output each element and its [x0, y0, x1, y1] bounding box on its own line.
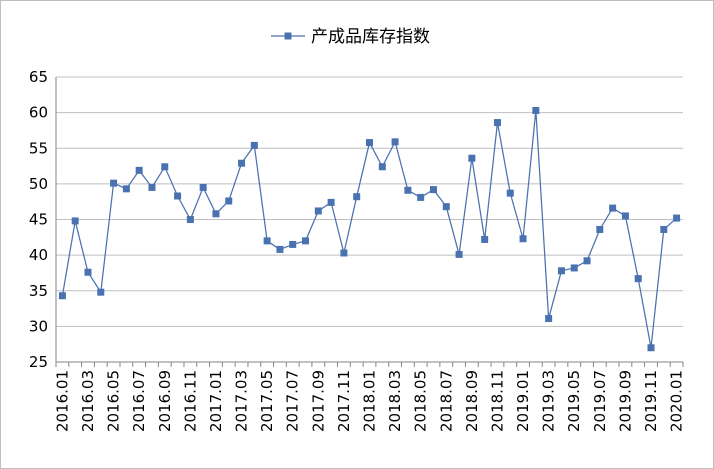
data-point [289, 240, 297, 248]
data-point [404, 186, 412, 194]
data-point [263, 237, 271, 245]
x-tick-label: 2018.11 [488, 370, 506, 432]
data-point [506, 189, 514, 197]
x-tick-label: 2016.01 [53, 370, 71, 432]
x-tick-label: 2020.01 [668, 370, 686, 432]
data-point [442, 203, 450, 211]
y-tick-label: 50 [29, 175, 48, 193]
x-tick-label: 2016.03 [79, 370, 97, 432]
data-point [340, 249, 348, 257]
x-tick-label: 2017.07 [284, 370, 302, 432]
legend-label: 产成品库存指数 [311, 27, 430, 47]
data-point [238, 159, 246, 167]
data-point [212, 210, 220, 218]
data-point [186, 216, 194, 223]
y-tick-label: 25 [29, 353, 48, 371]
data-point [455, 250, 463, 258]
data-point [199, 183, 207, 191]
data-point [429, 186, 437, 194]
y-tick-label: 30 [29, 317, 48, 335]
data-point [609, 204, 617, 212]
data-point [557, 267, 565, 275]
data-point [570, 264, 578, 272]
y-tick-label: 55 [29, 139, 48, 157]
data-point [110, 179, 118, 187]
x-tick-label: 2019.09 [616, 370, 634, 432]
x-tick-label: 2017.05 [258, 370, 276, 432]
data-point [596, 225, 604, 233]
x-tick-label: 2017.09 [309, 370, 327, 432]
y-tick-label: 40 [29, 246, 48, 264]
data-point [97, 288, 105, 296]
data-point [250, 141, 258, 149]
data-point [532, 106, 540, 114]
x-tick-label: 2018.01 [361, 370, 379, 432]
data-point [225, 197, 233, 205]
data-point [660, 225, 668, 233]
x-tick-label: 2017.01 [207, 370, 225, 432]
data-point [378, 163, 386, 171]
x-tick-label: 2019.05 [565, 370, 583, 432]
x-tick-label: 2016.11 [181, 370, 199, 432]
data-point [161, 163, 169, 171]
x-tick-label: 2018.05 [412, 370, 430, 432]
series-line [61, 110, 678, 348]
x-tick-label: 2019.11 [642, 370, 660, 432]
x-tick-label: 2018.03 [386, 370, 404, 432]
data-point [481, 235, 489, 243]
data-point [327, 198, 335, 206]
x-tick-label: 2016.05 [105, 370, 123, 432]
data-point [302, 237, 310, 245]
data-point [84, 268, 92, 276]
data-point [276, 245, 284, 253]
data-point [366, 139, 373, 147]
data-point [71, 217, 79, 225]
data-point [417, 193, 425, 201]
data-point [391, 138, 399, 146]
x-tick-label: 2019.03 [540, 370, 558, 432]
data-point [353, 193, 361, 201]
x-tick-label: 2016.09 [156, 370, 174, 432]
legend-marker [284, 32, 292, 40]
y-tick-label: 45 [29, 211, 48, 229]
data-point [647, 344, 655, 352]
x-tick-label: 2018.09 [463, 370, 481, 432]
data-point [174, 192, 182, 200]
data-point [545, 315, 553, 323]
y-tick-label: 65 [29, 68, 48, 86]
data-point [314, 207, 322, 215]
x-tick-label: 2017.11 [335, 370, 353, 432]
data-point [135, 166, 143, 174]
x-tick-label: 2018.07 [437, 370, 455, 432]
y-tick-label: 60 [29, 104, 48, 122]
data-point [673, 214, 681, 222]
y-tick-label: 35 [29, 282, 48, 300]
data-point [122, 185, 130, 193]
x-tick-label: 2016.07 [130, 370, 148, 432]
data-point [148, 183, 156, 191]
x-tick-label: 2019.07 [591, 370, 609, 432]
data-point [621, 212, 629, 220]
x-tick-label: 2019.01 [514, 370, 532, 432]
data-point [519, 235, 527, 243]
data-point [58, 292, 66, 300]
data-point [583, 257, 591, 265]
data-point [634, 275, 642, 283]
data-point [468, 154, 476, 162]
data-point [493, 119, 501, 127]
x-tick-label: 2017.03 [233, 370, 251, 432]
